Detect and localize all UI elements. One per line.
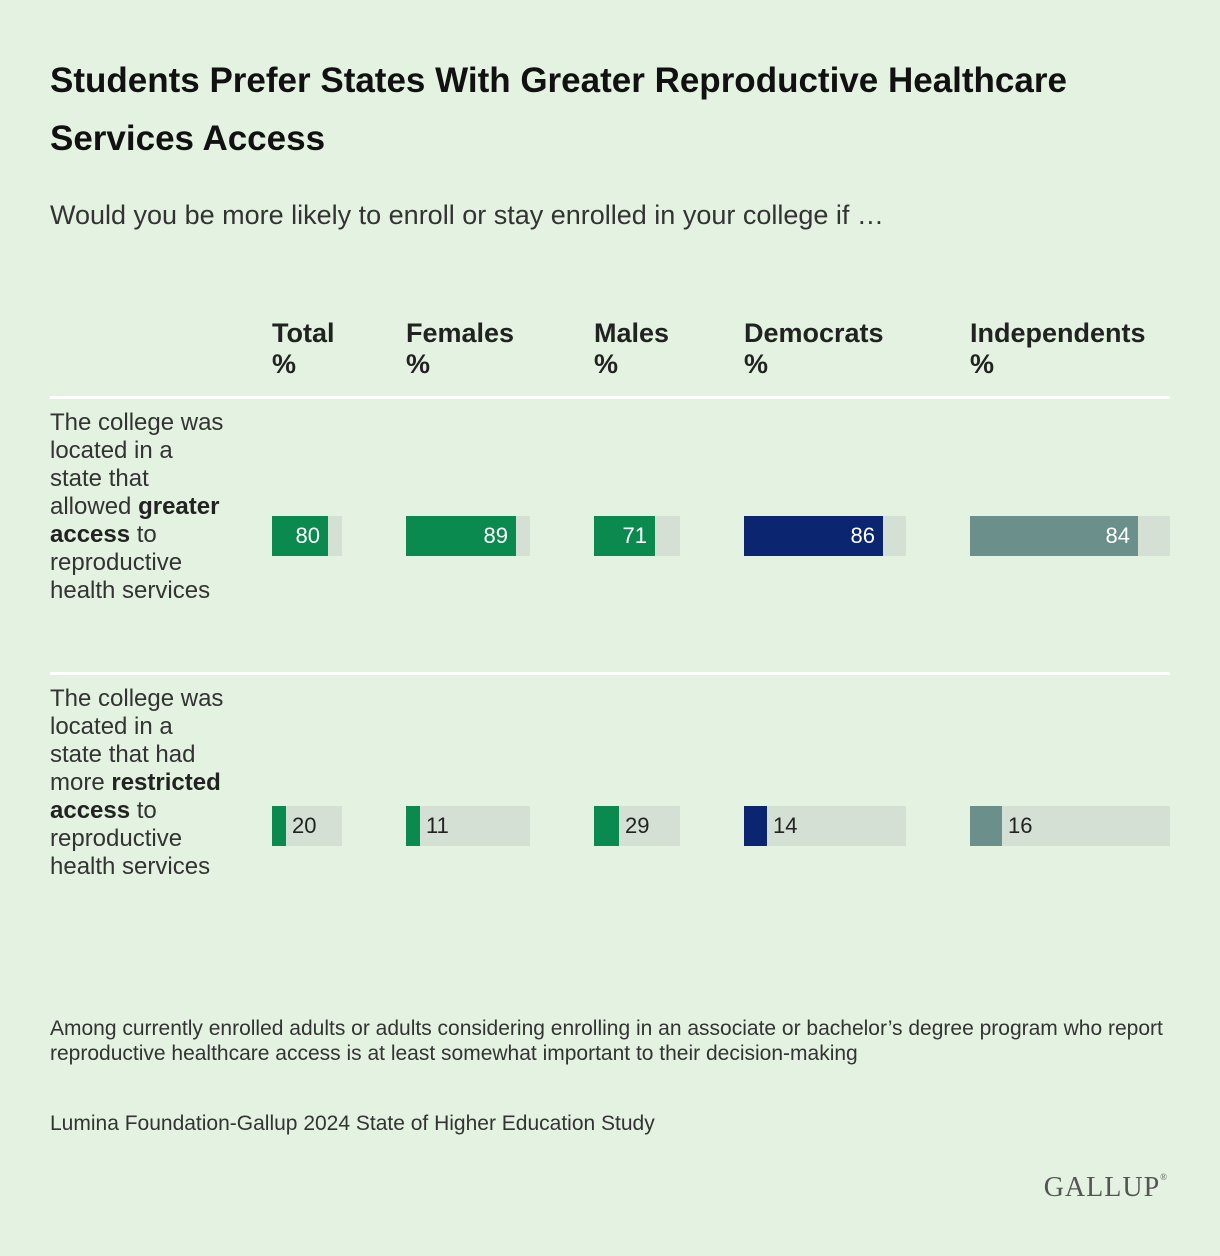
bar-track: 86 [744, 516, 906, 556]
logo-text: GALLUP [1043, 1172, 1161, 1203]
bar-track: 16 [970, 806, 1170, 846]
column-header-independents: Independents% [970, 318, 1146, 380]
column-header-females: Females% [406, 318, 514, 380]
bar-track: 29 [594, 806, 680, 846]
column-header-unit: % [970, 349, 995, 379]
bar-independents [970, 516, 1138, 556]
column-header-total: Total% [272, 318, 335, 380]
chart-title: Students Prefer States With Greater Repr… [50, 61, 1067, 158]
column-header-democrats: Democrats% [744, 318, 884, 380]
bar-track: 14 [744, 806, 906, 846]
bar-track: 84 [970, 516, 1170, 556]
column-header-unit: % [272, 349, 297, 379]
column-header-males: Males% [594, 318, 669, 380]
chart-subtitle: Would you be more likely to enroll or st… [50, 200, 884, 230]
column-header-unit: % [406, 349, 431, 379]
column-header-name: Democrats [744, 318, 884, 348]
bar-democrats [744, 806, 767, 846]
row-label-text: to reproductive health services [50, 797, 211, 880]
column-header-name: Females [406, 318, 515, 348]
bar-value-label: 29 [625, 813, 650, 838]
bar-track: 89 [406, 516, 530, 556]
bar-value-label: 89 [483, 523, 508, 548]
bar-value-label: 80 [295, 523, 320, 548]
gallup-logo: GALLUP® [1044, 1172, 1168, 1204]
bar-value-label: 84 [1105, 523, 1130, 548]
row-label-emphasis: restricted access [50, 769, 221, 824]
row-label: The college was located in a state that … [50, 685, 230, 881]
column-header-unit: % [594, 349, 619, 379]
row-label-emphasis: greater access [50, 493, 220, 548]
row-divider [50, 672, 1170, 675]
row-label-text: to reproductive health services [50, 521, 211, 604]
bar-value-label: 86 [850, 523, 875, 548]
bar-value-label: 20 [292, 813, 317, 838]
bar-independents [970, 806, 1002, 846]
bar-value-label: 14 [773, 813, 798, 838]
column-header-name: Total [272, 318, 335, 348]
row-label: The college was located in a state that … [50, 409, 230, 605]
bar-value-label: 11 [426, 813, 449, 838]
bar-track: 71 [594, 516, 680, 556]
bar-value-label: 71 [622, 523, 647, 548]
bar-females [406, 516, 516, 556]
row-divider [50, 396, 1170, 399]
bar-track: 80 [272, 516, 342, 556]
row-label-text: The college was located in a state that … [50, 685, 224, 796]
source-note: Lumina Foundation-Gallup 2024 State of H… [50, 1112, 655, 1135]
bar-democrats [744, 516, 883, 556]
column-header-name: Males [594, 318, 670, 348]
column-header-name: Independents [970, 318, 1146, 348]
bar-females [406, 806, 420, 846]
bar-total [272, 516, 328, 556]
bar-value-label: 16 [1008, 813, 1033, 838]
bar-total [272, 806, 286, 846]
bar-track: 11 [406, 806, 530, 846]
footnote: Among currently enrolled adults or adult… [50, 1017, 1163, 1065]
row-label-text: The college was located in a state that … [50, 409, 224, 520]
column-header-unit: % [744, 349, 769, 379]
registered-mark: ® [1160, 1172, 1168, 1182]
bar-track: 20 [272, 806, 342, 846]
bar-males [594, 806, 619, 846]
bar-males [594, 516, 655, 556]
